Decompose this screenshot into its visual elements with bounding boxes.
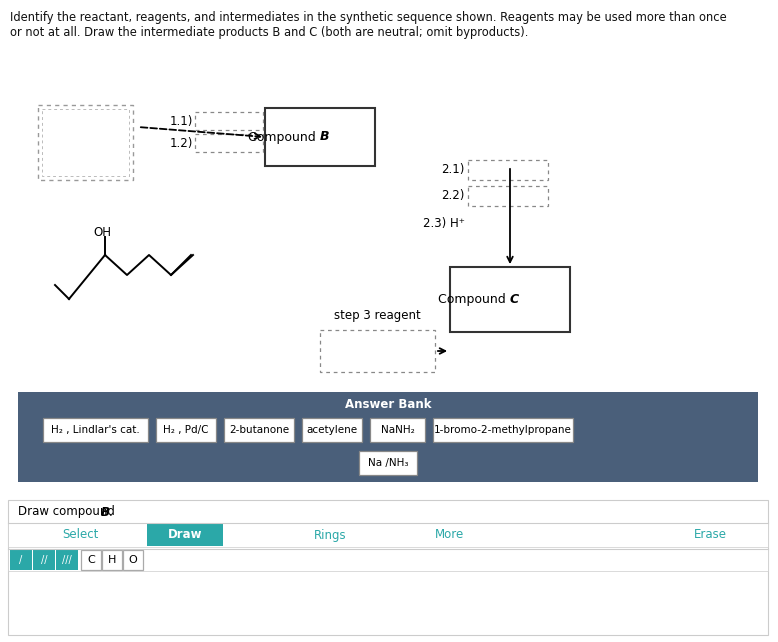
- Bar: [156, 418, 216, 442]
- Text: Erase: Erase: [693, 528, 727, 541]
- Text: 1.2): 1.2): [170, 137, 193, 150]
- Bar: [265, 108, 375, 166]
- Bar: [450, 267, 570, 332]
- Text: 1.1): 1.1): [170, 114, 193, 128]
- Text: More: More: [436, 528, 464, 541]
- Text: /: /: [19, 555, 23, 565]
- Bar: [468, 186, 548, 206]
- Text: 2.3) H⁺: 2.3) H⁺: [423, 218, 465, 230]
- Text: H₂ , Lindlar's cat.: H₂ , Lindlar's cat.: [51, 425, 140, 435]
- Bar: [359, 451, 417, 475]
- Text: Draw: Draw: [168, 528, 202, 541]
- Bar: [42, 109, 129, 176]
- Text: H: H: [108, 555, 116, 565]
- Bar: [224, 418, 294, 442]
- Text: Compound: Compound: [438, 293, 510, 306]
- Text: Na /NH₃: Na /NH₃: [368, 458, 408, 468]
- Text: OH: OH: [93, 227, 111, 239]
- Text: .: .: [109, 505, 113, 519]
- Text: 2.1): 2.1): [442, 164, 465, 177]
- Text: ///: ///: [62, 555, 72, 565]
- Text: step 3 reagent: step 3 reagent: [334, 309, 421, 322]
- Text: Identify the reactant, reagents, and intermediates in the synthetic sequence sho: Identify the reactant, reagents, and int…: [10, 11, 727, 39]
- Text: B: B: [320, 130, 330, 144]
- Text: Answer Bank: Answer Bank: [345, 397, 431, 410]
- Text: B: B: [101, 505, 110, 519]
- Text: Draw compound: Draw compound: [18, 505, 118, 519]
- Bar: [195, 134, 263, 152]
- Text: 2-butanone: 2-butanone: [229, 425, 289, 435]
- Bar: [320, 330, 435, 372]
- Text: 1-bromo-2-methylpropane: 1-bromo-2-methylpropane: [434, 425, 572, 435]
- Text: NaNH₂: NaNH₂: [380, 425, 415, 435]
- Bar: [433, 418, 573, 442]
- Bar: [33, 550, 55, 570]
- Text: C: C: [510, 293, 519, 306]
- Bar: [302, 418, 362, 442]
- Bar: [147, 524, 223, 546]
- Bar: [81, 550, 101, 570]
- Text: //: //: [40, 555, 47, 565]
- Bar: [195, 112, 263, 130]
- Bar: [370, 418, 425, 442]
- Text: C: C: [87, 555, 95, 565]
- Text: Rings: Rings: [314, 528, 346, 541]
- Text: H₂ , Pd/C: H₂ , Pd/C: [163, 425, 209, 435]
- Bar: [123, 550, 143, 570]
- Bar: [18, 392, 758, 482]
- Bar: [8, 523, 768, 547]
- Bar: [8, 549, 768, 571]
- Bar: [10, 550, 32, 570]
- Bar: [8, 500, 768, 635]
- Bar: [38, 105, 133, 180]
- Bar: [43, 418, 148, 442]
- Text: 2.2): 2.2): [442, 189, 465, 202]
- Text: Select: Select: [61, 528, 98, 541]
- Bar: [102, 550, 122, 570]
- Text: acetylene: acetylene: [307, 425, 358, 435]
- Text: Compound: Compound: [248, 130, 320, 144]
- Text: O: O: [128, 555, 138, 565]
- Bar: [468, 160, 548, 180]
- Bar: [56, 550, 78, 570]
